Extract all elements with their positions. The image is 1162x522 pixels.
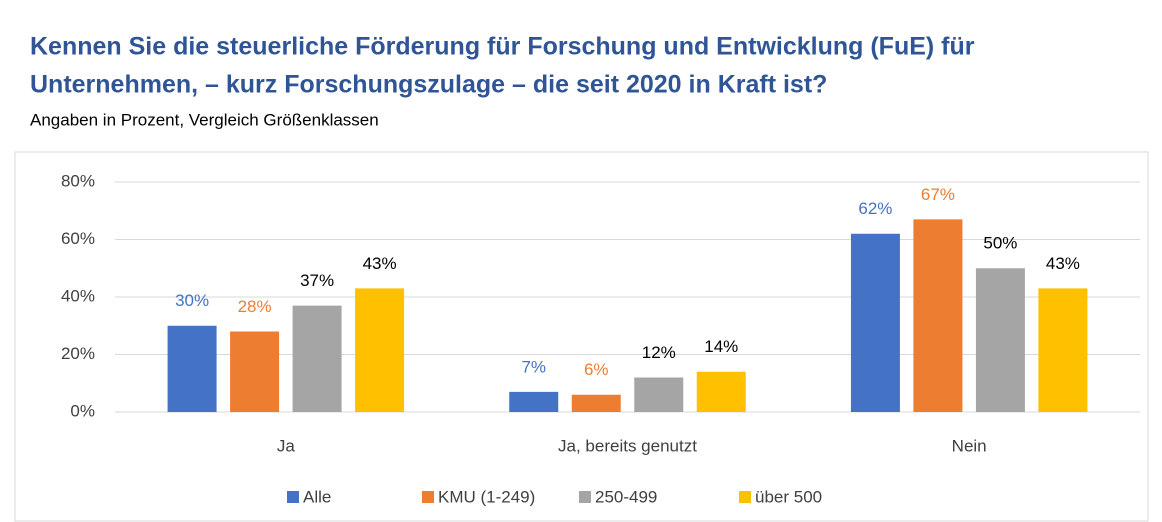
legend-swatch [287,491,299,503]
data-label: 43% [1046,254,1080,273]
legend-label: 250-499 [595,487,657,506]
chart-subtitle: Angaben in Prozent, Vergleich Größenklas… [30,110,379,129]
y-tick-label: 80% [61,171,95,190]
y-tick-label: 20% [61,344,95,363]
legend-label: Alle [303,487,331,506]
chart-title: Kennen Sie die steuerliche Förderung für… [30,33,975,61]
bar [355,288,405,412]
bar [634,377,684,412]
data-label: 50% [983,234,1017,253]
bar [571,394,621,412]
bar [292,305,342,412]
data-label: 28% [238,297,272,316]
data-label: 62% [858,199,892,218]
x-tick-label: Ja, bereits genutzt [558,436,697,455]
data-label: 37% [300,271,334,290]
bar [230,331,280,412]
x-tick-label: Nein [952,436,987,455]
bar [167,325,217,412]
chart-title: Unternehmen, – kurz Forschungszulage – d… [30,71,827,99]
legend-swatch [579,491,591,503]
legend-label: KMU (1-249) [438,487,535,506]
data-label: 6% [584,360,609,379]
data-label: 7% [521,357,546,376]
bar [913,219,963,412]
y-tick-label: 40% [61,286,95,305]
bar [696,371,746,412]
legend-label: über 500 [755,487,822,506]
bar [850,233,900,412]
data-label: 14% [704,337,738,356]
bar [975,268,1025,412]
y-tick-label: 60% [61,229,95,248]
bar [1038,288,1088,412]
chart-frame [14,151,1149,522]
y-tick-label: 0% [70,401,95,420]
bar [509,391,559,412]
data-label: 30% [175,291,209,310]
data-label: 12% [642,343,676,362]
data-label: 43% [363,254,397,273]
x-tick-label: Ja [277,436,296,455]
data-label: 67% [921,185,955,204]
legend-swatch [422,491,434,503]
legend-swatch [739,491,751,503]
